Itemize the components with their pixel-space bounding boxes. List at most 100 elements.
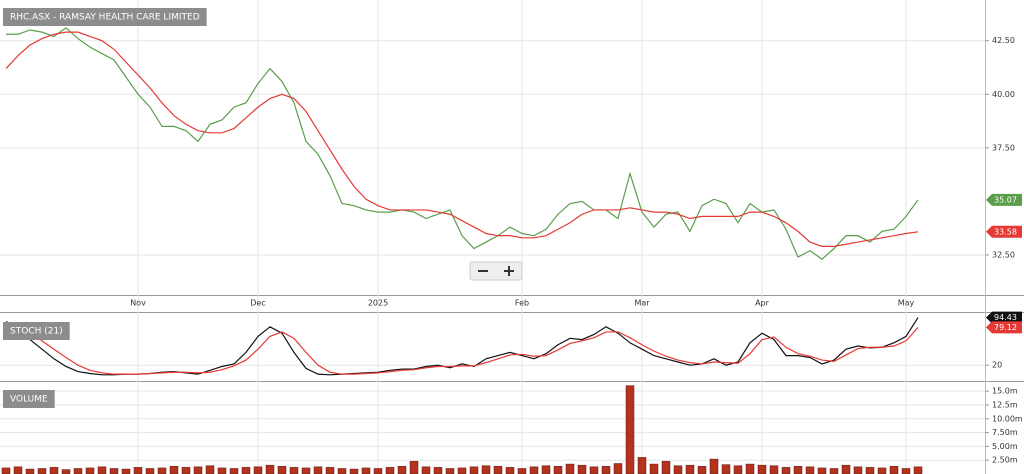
bar <box>337 468 347 474</box>
bar <box>97 466 107 474</box>
x-tick-label: Feb <box>515 299 529 308</box>
last-value-tag <box>986 311 1022 324</box>
last-value-label: 35.07 <box>994 195 1017 204</box>
bar <box>433 467 443 474</box>
bar <box>721 464 731 474</box>
bar <box>325 467 335 474</box>
bar <box>61 469 71 474</box>
bar <box>877 467 887 474</box>
y-tick-label: 7.50m <box>992 428 1018 437</box>
bar <box>817 467 827 474</box>
y-tick-label: 15.0m <box>992 387 1018 396</box>
bar <box>853 466 863 474</box>
series-line <box>5 31 919 247</box>
bar <box>505 467 515 474</box>
bar <box>529 466 539 474</box>
bar <box>565 463 575 474</box>
bar <box>73 468 83 474</box>
bar <box>37 468 47 474</box>
bar <box>13 466 23 474</box>
bar <box>25 468 35 474</box>
last-value-tag <box>986 321 1022 334</box>
bar <box>385 467 395 474</box>
last-value-tag <box>986 225 1022 238</box>
bar <box>181 467 191 474</box>
bar <box>49 467 59 474</box>
y-tick-label: 20 <box>992 361 1002 370</box>
bar <box>301 467 311 474</box>
x-tick-label: Apr <box>755 299 770 308</box>
bar <box>769 465 779 474</box>
bar <box>205 465 215 474</box>
bar <box>217 467 227 474</box>
bar <box>457 467 467 474</box>
last-value-label: 94.43 <box>994 313 1017 322</box>
bar <box>865 467 875 474</box>
bar <box>229 468 239 474</box>
y-tick-label: 40.00 <box>992 90 1015 99</box>
y-tick-label: 42.50 <box>992 36 1015 45</box>
bar <box>589 466 599 474</box>
bar <box>349 468 359 474</box>
bar <box>613 463 623 474</box>
bar <box>265 464 275 474</box>
bar <box>781 467 791 474</box>
bar <box>649 463 659 474</box>
bar <box>553 466 563 474</box>
bar <box>673 465 683 474</box>
bar <box>841 464 851 474</box>
bar <box>661 461 671 474</box>
panel-title: STOCH (21) <box>10 327 63 337</box>
bar <box>913 466 923 474</box>
bar <box>685 464 695 474</box>
bar <box>733 465 743 474</box>
bar <box>481 465 491 474</box>
bar <box>157 467 167 474</box>
y-tick-label: 2.50m <box>992 456 1018 465</box>
bar <box>421 466 431 474</box>
bar <box>901 468 911 474</box>
bar <box>85 467 95 474</box>
panel-title-box <box>3 390 55 408</box>
bar <box>829 468 839 474</box>
y-tick-label: 5.00m <box>992 442 1018 451</box>
bar <box>745 463 755 474</box>
bar <box>289 467 299 474</box>
x-tick-label: May <box>898 299 915 308</box>
bar <box>277 466 287 474</box>
x-tick-label: Dec <box>250 299 265 308</box>
panel-title-box <box>3 322 70 340</box>
bar <box>709 458 719 474</box>
last-value-label: 79.12 <box>994 323 1017 332</box>
bar <box>253 466 263 474</box>
y-tick-label: 10.00m <box>992 414 1023 423</box>
zoom-controls[interactable] <box>469 261 523 281</box>
bar <box>541 465 551 474</box>
bar <box>397 466 407 474</box>
bar <box>1 467 11 474</box>
last-value-tag <box>986 193 1022 206</box>
bar <box>697 466 707 474</box>
bar <box>889 466 899 474</box>
bar <box>409 461 419 474</box>
panel-title-box <box>3 8 207 26</box>
bar <box>805 466 815 474</box>
bar <box>373 468 383 474</box>
bar <box>313 466 323 474</box>
y-tick-label: 37.50 <box>992 143 1015 152</box>
panel-title: VOLUME <box>10 395 48 405</box>
y-tick-label: 32.50 <box>992 250 1015 259</box>
bar <box>133 467 143 474</box>
bar <box>445 468 455 474</box>
bar <box>109 468 119 474</box>
bar <box>145 468 155 474</box>
bar <box>517 468 527 474</box>
bar <box>493 466 503 474</box>
zoom-box[interactable] <box>469 261 523 281</box>
x-tick-label: 2025 <box>368 299 388 308</box>
bar <box>469 466 479 474</box>
bar <box>241 467 251 474</box>
bar <box>601 466 611 474</box>
